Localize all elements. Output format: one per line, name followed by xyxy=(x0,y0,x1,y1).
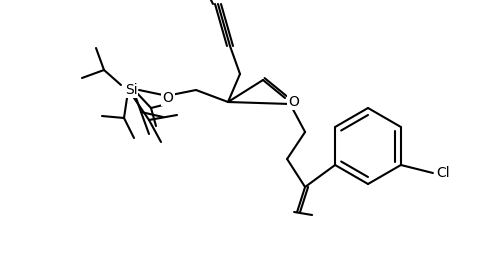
Text: Si: Si xyxy=(125,83,137,97)
Text: Cl: Cl xyxy=(436,166,450,180)
Text: O: O xyxy=(288,95,300,109)
Text: O: O xyxy=(163,91,173,105)
